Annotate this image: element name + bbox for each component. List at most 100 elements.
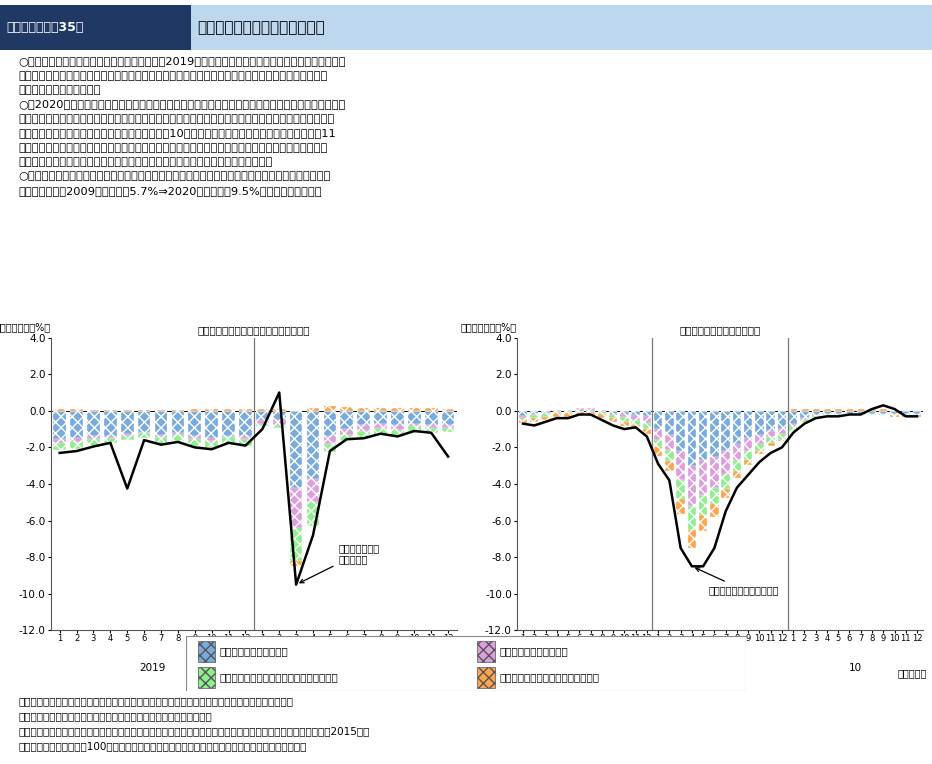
Bar [688, 411, 696, 466]
Bar [171, 432, 185, 435]
Bar [53, 411, 66, 439]
Bar [541, 417, 550, 420]
Bar [171, 411, 185, 432]
Bar [171, 435, 185, 442]
Text: 総実労働時間の
前年同月比: 総実労働時間の 前年同月比 [300, 542, 379, 583]
Bar [188, 436, 201, 439]
Bar [688, 529, 696, 548]
Bar [597, 412, 606, 415]
Bar [375, 424, 387, 428]
Bar [70, 410, 83, 411]
Bar [273, 409, 285, 411]
Bar [530, 413, 539, 415]
Bar [857, 413, 865, 415]
Bar [575, 413, 583, 416]
Bar [323, 406, 336, 411]
Bar [643, 429, 651, 434]
Bar [477, 641, 495, 662]
Bar [699, 411, 707, 460]
Bar [755, 444, 763, 451]
Bar [530, 411, 539, 413]
Bar [53, 443, 66, 450]
Text: 09: 09 [714, 663, 727, 673]
Bar [801, 411, 809, 418]
Bar [699, 495, 707, 515]
Bar [205, 411, 218, 439]
Bar [553, 413, 561, 416]
Bar [755, 451, 763, 455]
Bar [789, 410, 798, 411]
Bar [375, 428, 387, 435]
Text: （年・月）: （年・月） [432, 668, 460, 678]
Bar [519, 411, 528, 416]
Bar [755, 411, 763, 435]
Bar [620, 411, 628, 415]
Text: パートタイム労働者比率による要因: パートタイム労働者比率による要因 [500, 672, 599, 683]
Bar [357, 407, 370, 411]
Bar [801, 419, 809, 422]
Bar [541, 414, 550, 417]
Text: 所定内労働時間（一般）: 所定内労働時間（一般） [220, 646, 289, 656]
Text: ○　月次の総実労働時間の変動要因をみると、2019年には一般労働者の所定内労働時間やパートタイ
　ム労働者の労働時間の減少、パートタイム労働者比率の増加等のマイ: ○ 月次の総実労働時間の変動要因をみると、2019年には一般労働者の所定内労働時… [19, 57, 346, 196]
Bar [88, 439, 100, 445]
Bar [597, 415, 606, 418]
Bar [665, 461, 674, 471]
Bar [222, 435, 235, 437]
Bar [677, 411, 685, 451]
Bar [307, 502, 320, 526]
Bar [121, 411, 133, 434]
Bar [155, 435, 168, 437]
Bar [733, 460, 741, 471]
Bar [789, 424, 798, 426]
Bar [890, 413, 898, 415]
Bar [188, 410, 201, 411]
Bar [766, 443, 774, 446]
Bar [541, 413, 550, 414]
Bar [425, 426, 437, 428]
Bar [766, 437, 774, 443]
Bar [240, 436, 252, 439]
Bar [408, 424, 420, 426]
Bar [631, 425, 639, 429]
Text: （年・月）: （年・月） [898, 668, 926, 678]
Bar [290, 561, 303, 566]
Bar [620, 422, 628, 426]
Bar [340, 435, 353, 441]
Text: 総実労働時間の変動要因の推移: 総実労働時間の変動要因の推移 [198, 20, 325, 35]
Bar [766, 431, 774, 437]
Bar [879, 410, 887, 411]
Bar [564, 411, 572, 412]
Bar [721, 451, 730, 475]
Bar [155, 411, 168, 435]
Bar [631, 411, 639, 416]
Bar [654, 448, 663, 455]
Bar [665, 435, 674, 450]
Bar [789, 426, 798, 431]
Bar [191, 5, 932, 50]
Bar [408, 411, 420, 424]
Bar [766, 411, 774, 431]
Bar [665, 450, 674, 461]
Bar [273, 426, 285, 428]
Bar [104, 411, 116, 435]
Bar [879, 411, 887, 413]
Bar [575, 410, 583, 411]
Bar [442, 428, 455, 432]
Bar [307, 478, 320, 502]
Bar [425, 428, 437, 432]
Bar [541, 411, 550, 413]
Bar [744, 460, 752, 465]
Bar [586, 411, 595, 413]
Bar [198, 667, 215, 688]
Bar [121, 435, 133, 440]
Bar [290, 487, 303, 528]
Bar [586, 410, 595, 411]
Text: 資料出所　厚生労働省「毎月勤労統計調査」をもとに厚生労働省政策統括官付政策統括室にて作成
　（注）　１）調査産業計、事業所規模５人以上の値を示している。
　　　: 資料出所 厚生労働省「毎月勤労統計調査」をもとに厚生労働省政策統括官付政策統括室… [19, 696, 370, 752]
Bar [733, 471, 741, 478]
Bar [256, 420, 268, 424]
Bar [631, 420, 639, 425]
Bar [70, 439, 83, 442]
Bar [307, 407, 320, 411]
Text: （前年同月比・%）: （前年同月比・%） [0, 322, 50, 332]
Bar [868, 410, 876, 411]
